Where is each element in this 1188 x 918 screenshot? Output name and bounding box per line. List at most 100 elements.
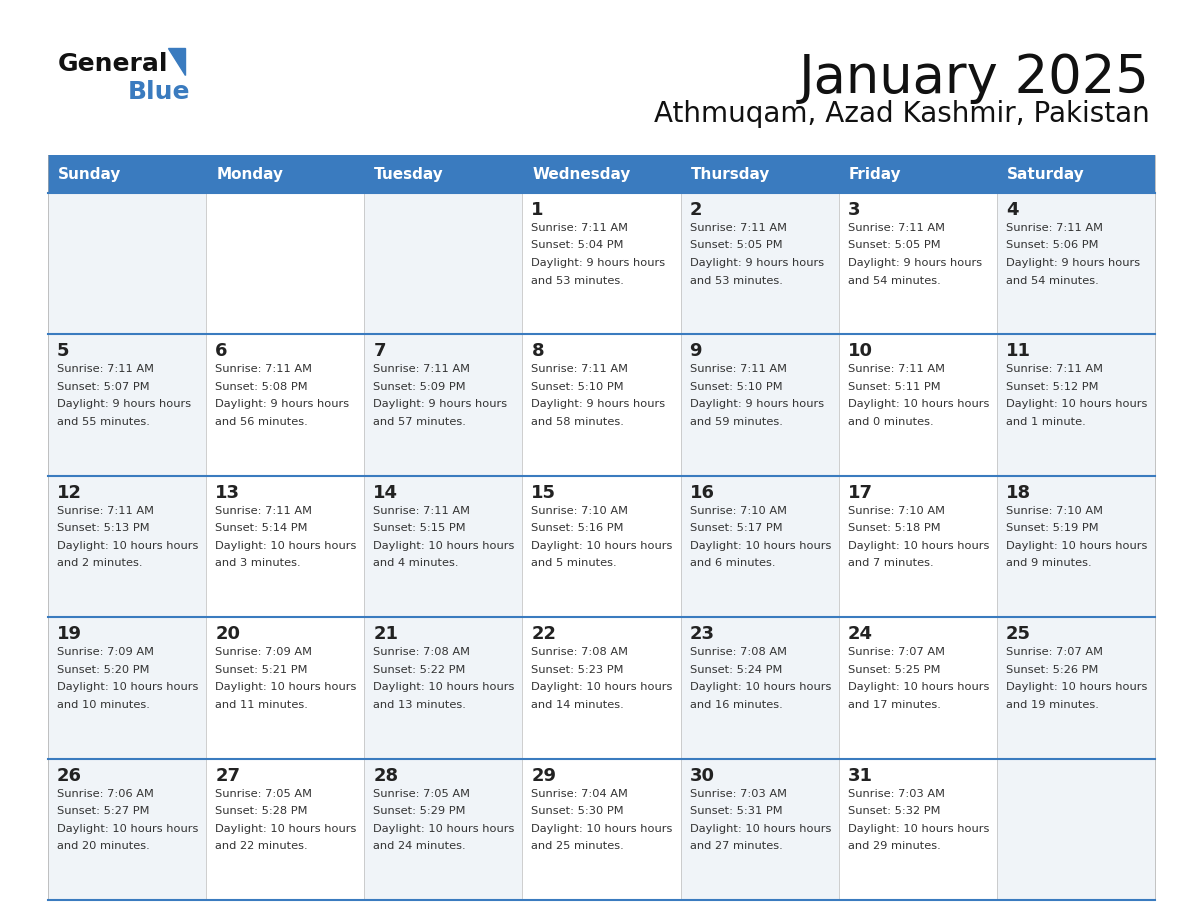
Text: Sunrise: 7:11 AM: Sunrise: 7:11 AM — [373, 506, 470, 516]
Text: Sunset: 5:08 PM: Sunset: 5:08 PM — [215, 382, 308, 392]
Text: Sunrise: 7:08 AM: Sunrise: 7:08 AM — [689, 647, 786, 657]
Text: Sunset: 5:22 PM: Sunset: 5:22 PM — [373, 665, 466, 675]
Text: Sunrise: 7:11 AM: Sunrise: 7:11 AM — [57, 364, 154, 375]
Text: 11: 11 — [1006, 342, 1031, 361]
Text: Sunrise: 7:09 AM: Sunrise: 7:09 AM — [215, 647, 312, 657]
Bar — [839, 758, 997, 900]
Text: Sunset: 5:09 PM: Sunset: 5:09 PM — [373, 382, 466, 392]
Text: Sunrise: 7:11 AM: Sunrise: 7:11 AM — [373, 364, 470, 375]
Text: Daylight: 10 hours hours: Daylight: 10 hours hours — [848, 823, 990, 834]
Bar — [365, 193, 523, 334]
Bar — [365, 617, 523, 758]
Text: Sunrise: 7:10 AM: Sunrise: 7:10 AM — [848, 506, 944, 516]
Bar — [839, 193, 997, 334]
Text: Sunrise: 7:07 AM: Sunrise: 7:07 AM — [848, 647, 944, 657]
Bar — [523, 155, 681, 193]
Text: and 3 minutes.: and 3 minutes. — [215, 558, 301, 568]
Bar — [997, 476, 1155, 617]
Text: and 6 minutes.: and 6 minutes. — [689, 558, 775, 568]
Bar — [48, 758, 207, 900]
Text: 22: 22 — [531, 625, 556, 644]
Text: Sunset: 5:28 PM: Sunset: 5:28 PM — [215, 806, 308, 816]
Text: Daylight: 9 hours hours: Daylight: 9 hours hours — [531, 399, 665, 409]
Text: Sunset: 5:17 PM: Sunset: 5:17 PM — [689, 523, 782, 533]
Bar — [523, 476, 681, 617]
Text: Sunrise: 7:11 AM: Sunrise: 7:11 AM — [689, 223, 786, 233]
Text: Daylight: 10 hours hours: Daylight: 10 hours hours — [57, 823, 198, 834]
Bar — [207, 155, 365, 193]
Text: 7: 7 — [373, 342, 386, 361]
Text: Sunrise: 7:08 AM: Sunrise: 7:08 AM — [531, 647, 628, 657]
Text: and 56 minutes.: and 56 minutes. — [215, 417, 308, 427]
Bar — [523, 193, 681, 334]
Text: Sunrise: 7:11 AM: Sunrise: 7:11 AM — [215, 364, 312, 375]
Text: 4: 4 — [1006, 201, 1018, 219]
Text: Blue: Blue — [128, 80, 190, 104]
Text: and 5 minutes.: and 5 minutes. — [531, 558, 617, 568]
Text: Sunrise: 7:05 AM: Sunrise: 7:05 AM — [215, 789, 312, 799]
Bar — [997, 758, 1155, 900]
Bar — [365, 758, 523, 900]
Text: and 10 minutes.: and 10 minutes. — [57, 700, 150, 710]
Text: Daylight: 9 hours hours: Daylight: 9 hours hours — [848, 258, 981, 268]
Text: Sunrise: 7:10 AM: Sunrise: 7:10 AM — [689, 506, 786, 516]
Text: Sunrise: 7:03 AM: Sunrise: 7:03 AM — [848, 789, 944, 799]
Text: Tuesday: Tuesday — [374, 166, 444, 182]
Text: 30: 30 — [689, 767, 714, 785]
Text: 6: 6 — [215, 342, 228, 361]
Bar — [681, 476, 839, 617]
Text: 10: 10 — [848, 342, 873, 361]
Text: Sunrise: 7:11 AM: Sunrise: 7:11 AM — [531, 223, 628, 233]
Text: 31: 31 — [848, 767, 873, 785]
Text: Daylight: 10 hours hours: Daylight: 10 hours hours — [531, 541, 672, 551]
Text: Sunrise: 7:07 AM: Sunrise: 7:07 AM — [1006, 647, 1102, 657]
Text: Sunrise: 7:11 AM: Sunrise: 7:11 AM — [1006, 223, 1102, 233]
Bar — [48, 617, 207, 758]
Text: Sunrise: 7:11 AM: Sunrise: 7:11 AM — [689, 364, 786, 375]
Bar — [48, 334, 207, 476]
Text: 27: 27 — [215, 767, 240, 785]
Text: and 20 minutes.: and 20 minutes. — [57, 841, 150, 851]
Text: Sunset: 5:15 PM: Sunset: 5:15 PM — [373, 523, 466, 533]
Text: Daylight: 9 hours hours: Daylight: 9 hours hours — [1006, 258, 1140, 268]
Text: Daylight: 10 hours hours: Daylight: 10 hours hours — [57, 541, 198, 551]
Text: 14: 14 — [373, 484, 398, 502]
Text: Sunset: 5:26 PM: Sunset: 5:26 PM — [1006, 665, 1098, 675]
Bar — [839, 476, 997, 617]
Bar — [365, 476, 523, 617]
Bar — [997, 193, 1155, 334]
Text: Sunset: 5:30 PM: Sunset: 5:30 PM — [531, 806, 624, 816]
Bar — [997, 617, 1155, 758]
Bar — [681, 617, 839, 758]
Bar — [523, 617, 681, 758]
Text: Sunset: 5:05 PM: Sunset: 5:05 PM — [689, 241, 782, 251]
Text: and 13 minutes.: and 13 minutes. — [373, 700, 466, 710]
Text: Sunset: 5:14 PM: Sunset: 5:14 PM — [215, 523, 308, 533]
Text: Sunset: 5:32 PM: Sunset: 5:32 PM — [848, 806, 940, 816]
Bar — [365, 155, 523, 193]
Text: 12: 12 — [57, 484, 82, 502]
Text: Sunrise: 7:04 AM: Sunrise: 7:04 AM — [531, 789, 628, 799]
Bar — [48, 155, 207, 193]
Text: 2: 2 — [689, 201, 702, 219]
Text: Thursday: Thursday — [690, 166, 770, 182]
Text: Sunday: Sunday — [58, 166, 121, 182]
Text: 5: 5 — [57, 342, 70, 361]
Text: 20: 20 — [215, 625, 240, 644]
Text: 13: 13 — [215, 484, 240, 502]
Text: 24: 24 — [848, 625, 873, 644]
Text: and 58 minutes.: and 58 minutes. — [531, 417, 625, 427]
Text: Sunrise: 7:11 AM: Sunrise: 7:11 AM — [848, 223, 944, 233]
Text: Friday: Friday — [848, 166, 902, 182]
Text: Sunrise: 7:11 AM: Sunrise: 7:11 AM — [848, 364, 944, 375]
Text: 21: 21 — [373, 625, 398, 644]
Text: Daylight: 10 hours hours: Daylight: 10 hours hours — [848, 399, 990, 409]
Bar — [207, 193, 365, 334]
Text: Daylight: 9 hours hours: Daylight: 9 hours hours — [373, 399, 507, 409]
Text: 19: 19 — [57, 625, 82, 644]
Bar — [523, 758, 681, 900]
Text: Sunset: 5:13 PM: Sunset: 5:13 PM — [57, 523, 150, 533]
Bar — [997, 155, 1155, 193]
Text: Sunrise: 7:08 AM: Sunrise: 7:08 AM — [373, 647, 470, 657]
Bar — [365, 334, 523, 476]
